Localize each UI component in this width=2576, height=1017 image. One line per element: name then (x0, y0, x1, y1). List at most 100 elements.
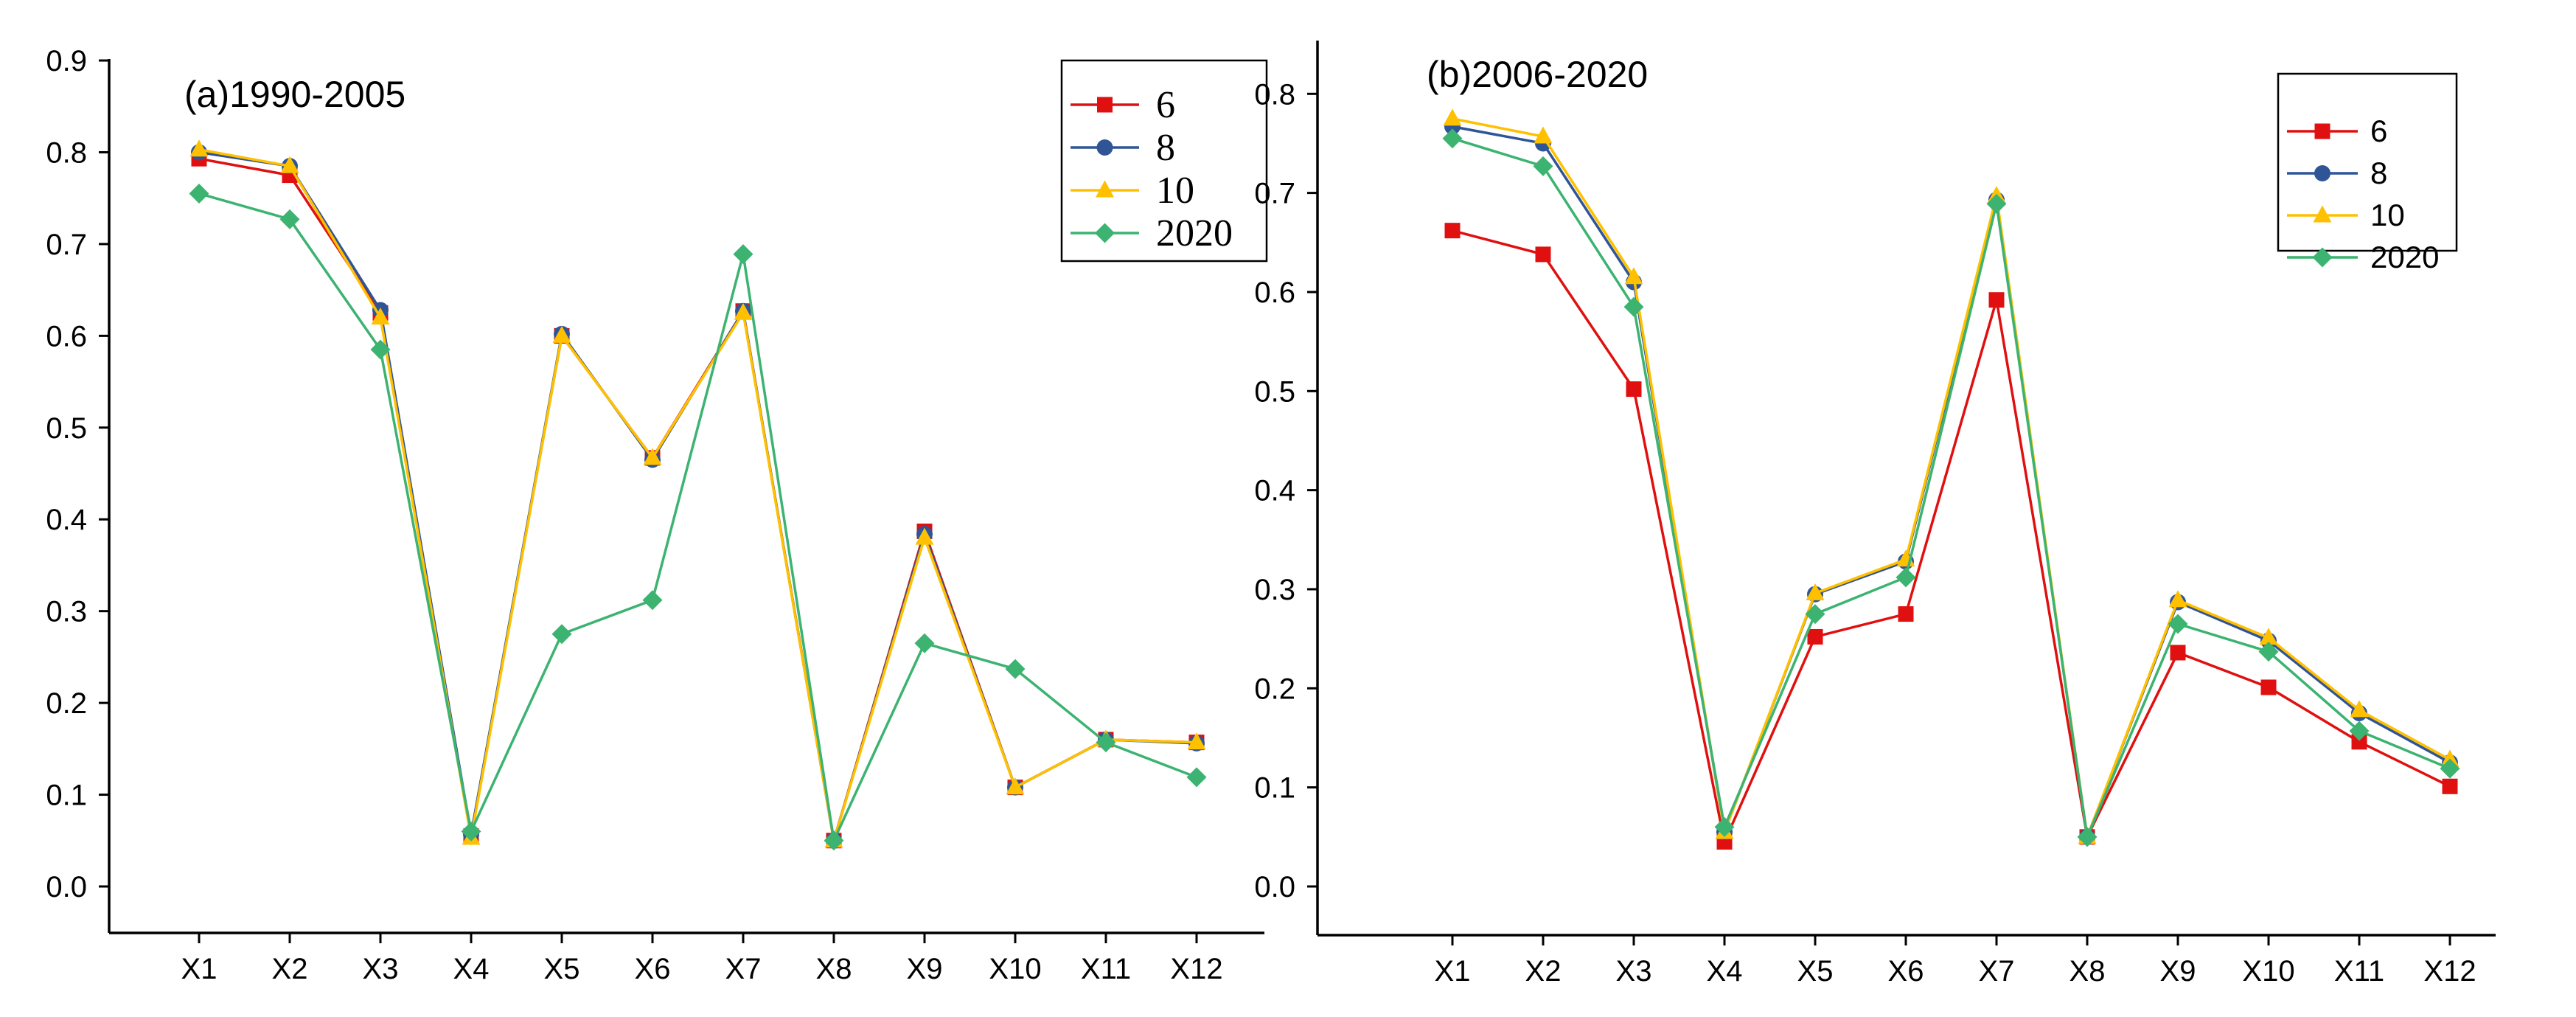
y-tick-label: 0.2 (1254, 673, 1295, 705)
data-point-10 (1534, 126, 1553, 144)
y-tick-label: 0.8 (46, 136, 87, 169)
data-point-10 (1624, 267, 1643, 285)
y-tick-label: 0.6 (46, 320, 87, 353)
series-line-10 (198, 148, 1197, 841)
data-point-2020 (914, 633, 935, 653)
data-point-2020 (824, 830, 844, 851)
data-point-10 (1187, 732, 1206, 750)
y-tick-label: 0.9 (46, 45, 87, 77)
legend-marker-6 (1097, 97, 1113, 113)
data-point-10 (2440, 749, 2460, 767)
data-point-2020 (189, 183, 209, 204)
x-tick-label: X1 (181, 953, 217, 985)
x-tick-label: X11 (1081, 953, 1131, 985)
data-point-10 (371, 307, 390, 324)
x-tick-label: X6 (635, 953, 671, 985)
data-point-10 (1806, 583, 1825, 600)
legend-marker-10 (2313, 205, 2332, 223)
data-point-2020 (733, 244, 753, 265)
data-point-6 (2170, 645, 2186, 661)
series-line-8 (198, 150, 1197, 841)
legend-label-10: 10 (2370, 198, 2405, 232)
data-point-2020 (1986, 193, 2007, 214)
data-point-10 (643, 448, 662, 465)
data-point-6 (1535, 246, 1551, 263)
x-tick-label: X8 (816, 953, 852, 985)
data-point-2020 (551, 624, 572, 645)
data-point-2020 (1005, 659, 1026, 679)
y-tick-label: 0.0 (1254, 871, 1295, 903)
data-point-2020 (461, 821, 481, 841)
data-point-2020 (1442, 128, 1463, 149)
data-point-10 (189, 139, 209, 157)
y-tick-label: 0.3 (46, 596, 87, 628)
x-tick-label: X5 (544, 953, 580, 985)
x-tick-label: X3 (363, 953, 399, 985)
y-tick-label: 0.5 (1254, 375, 1295, 408)
data-point-2020 (642, 590, 663, 611)
legend-marker-2020 (2312, 247, 2333, 268)
y-tick-label: 0.5 (46, 412, 87, 445)
data-point-2020 (1623, 296, 1644, 317)
chart-panel-b: 0.0 0.1 0.2 0.3 0.4 0.5 0.6 0.7 0.8 X1 X2 X3 X4 X5 X6 X… (1254, 41, 2496, 988)
legend-label-6: 6 (1156, 84, 1175, 126)
y-tick-label: 0.7 (46, 229, 87, 261)
series-line-6 (1452, 229, 2451, 847)
y-tick-label: 0.2 (46, 687, 87, 720)
legend-label-10: 10 (1156, 170, 1194, 212)
data-point-2020 (370, 339, 391, 360)
x-tick-label: X12 (1170, 953, 1222, 985)
data-point-2020 (1896, 567, 1916, 588)
legend-label-2020: 2020 (1156, 212, 1233, 254)
x-tick-label: X9 (907, 953, 943, 985)
data-point-10 (734, 302, 753, 320)
data-point-2020 (2258, 642, 2279, 662)
x-tick-label: X9 (2160, 955, 2196, 988)
chart-panel-a: 0.0 0.1 0.2 0.3 0.4 0.5 0.6 0.7 0.8 0.9 X1 X2 X3 X4 X5… (46, 45, 1268, 985)
y-tick-label: 0.0 (46, 871, 87, 903)
data-point-6 (1807, 628, 1823, 645)
data-point-2020 (2168, 614, 2188, 634)
data-point-10 (2168, 590, 2187, 608)
series-line-2020 (1452, 137, 2451, 842)
data-point-10 (2350, 700, 2369, 718)
data-point-6 (2351, 734, 2367, 750)
x-tick-label: X7 (1979, 955, 2015, 988)
y-tick-label: 0.7 (1254, 178, 1295, 210)
data-point-2020 (1096, 732, 1116, 753)
series-line-10 (1452, 117, 2451, 842)
x-tick-label: X2 (1525, 955, 1562, 988)
x-tick-label: X10 (2242, 955, 2294, 988)
data-point-2020 (1186, 767, 1207, 788)
legend-marker-2020 (1095, 223, 1115, 243)
x-tick-label: X10 (989, 953, 1041, 985)
x-tick-label: X1 (1435, 955, 1471, 988)
data-point-6 (2260, 679, 2277, 695)
legend-label-8: 8 (1156, 127, 1175, 169)
data-point-10 (280, 156, 299, 173)
legend-box (2277, 72, 2458, 252)
chart-title: (b)2006-2020 (1427, 54, 1648, 95)
data-point-2020 (2349, 721, 2370, 741)
data-point-10 (1006, 777, 1025, 795)
y-tick-label: 0.6 (1254, 277, 1295, 309)
x-tick-label: X2 (272, 953, 308, 985)
x-tick-label: X3 (1616, 955, 1652, 988)
x-tick-label: X8 (2069, 955, 2106, 988)
data-point-6 (1444, 223, 1461, 239)
x-tick-label: X4 (453, 953, 490, 985)
legend-marker-8 (1096, 139, 1113, 156)
data-point-2020 (1714, 816, 1735, 837)
data-point-10 (1443, 108, 1462, 126)
data-point-6 (1988, 292, 2005, 308)
legend-marker-10 (1096, 180, 1114, 198)
data-point-2020 (1805, 604, 1825, 625)
data-point-2020 (2440, 758, 2460, 779)
y-tick-label: 0.3 (1254, 574, 1295, 606)
legend-label-6: 6 (2370, 114, 2387, 148)
legend-label-8: 8 (2370, 156, 2387, 190)
y-tick-label: 0.4 (46, 504, 87, 536)
